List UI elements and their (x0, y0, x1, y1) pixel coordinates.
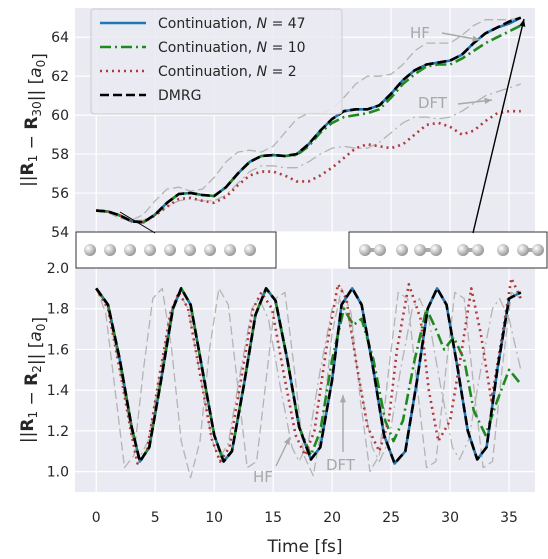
top-ytick-label: 60 (51, 108, 69, 124)
atom-icon (430, 244, 442, 256)
molecule-inset-initial (76, 232, 276, 268)
bottom-ytick-label: 1.4 (47, 383, 69, 399)
top-y-axis-label: ||R1 − R30|| [a0] (18, 53, 50, 187)
legend: Continuation, N = 47 Continuation, N = 10… (91, 9, 342, 114)
bottom-xtick-label: 10 (205, 510, 223, 526)
top-hf-annotation: HF (410, 24, 430, 42)
top-ytick-label: 54 (51, 225, 69, 241)
top-ytick-label: 56 (51, 186, 69, 202)
top-ytick-label: 58 (51, 147, 69, 163)
bottom-ytick-label: 1.8 (47, 302, 69, 318)
atom-icon (472, 244, 484, 256)
atom-icon (204, 244, 216, 256)
atom-icon (104, 244, 116, 256)
bottom-y-axis-label: ||R1 − R2|| [a0] (18, 317, 50, 443)
bottom-xtick-label: 20 (323, 510, 341, 526)
atom-icon (244, 244, 256, 256)
bottom-xtick-label: 30 (441, 510, 459, 526)
bottom-ytick-label: 1.0 (47, 465, 69, 481)
bottom-ytick-label: 2.0 (47, 261, 69, 277)
atom-icon (84, 244, 96, 256)
bottom-xtick-label: 15 (264, 510, 282, 526)
bottom-hf-annotation: HF (253, 468, 273, 486)
atom-icon (457, 244, 469, 256)
atom-icon (359, 244, 371, 256)
bottom-dft-annotation: DFT (326, 456, 356, 474)
atom-icon (184, 244, 196, 256)
atom-icon (144, 244, 156, 256)
legend-label-2: Continuation, N = 2 (158, 64, 297, 80)
bottom-xtick-label: 5 (151, 510, 160, 526)
legend-label-3: DMRG (158, 88, 201, 104)
atom-icon (414, 244, 426, 256)
legend-label-0: Continuation, N = 47 (158, 16, 306, 32)
bottom-plot-panel: 1.0 1.2 1.4 1.6 1.8 2.0 0 5 10 15 20 25 30 35 Time [fs… (47, 261, 535, 557)
legend-label-1: Continuation, N = 10 (158, 40, 306, 56)
atom-icon (164, 244, 176, 256)
bottom-xtick-label: 25 (382, 510, 400, 526)
x-axis-label: Time [fs] (266, 537, 342, 557)
top-ytick-label: 64 (51, 30, 69, 46)
atom-icon (124, 244, 136, 256)
top-dft-annotation: DFT (418, 94, 448, 112)
atom-icon (497, 244, 509, 256)
atom-icon (396, 244, 408, 256)
bottom-xtick-label: 0 (92, 510, 101, 526)
bottom-ytick-label: 1.2 (47, 424, 69, 440)
atom-icon (224, 244, 236, 256)
bottom-xtick-label: 35 (500, 510, 518, 526)
atom-icon (374, 244, 386, 256)
top-ytick-label: 62 (51, 69, 69, 85)
molecule-inset-final (349, 232, 547, 268)
atom-icon (517, 244, 529, 256)
atom-icon (532, 244, 544, 256)
bottom-ytick-label: 1.6 (47, 342, 69, 358)
